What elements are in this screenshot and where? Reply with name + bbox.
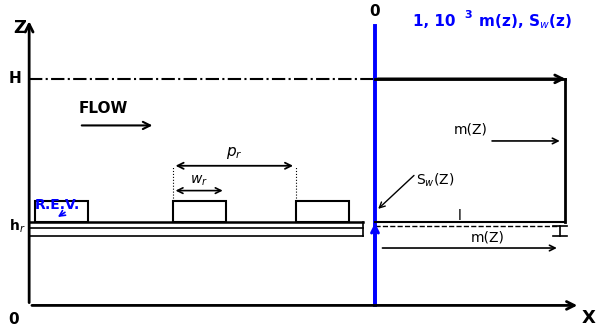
Text: H: H xyxy=(8,71,22,86)
Text: l: l xyxy=(458,208,462,222)
Text: R.E.V.: R.E.V. xyxy=(35,198,80,211)
Text: FLOW: FLOW xyxy=(79,101,128,116)
Text: 1, 10: 1, 10 xyxy=(413,14,455,29)
Text: m(Z): m(Z) xyxy=(453,122,487,136)
Text: m(z), S$_w$(z): m(z), S$_w$(z) xyxy=(473,12,572,31)
Text: Z: Z xyxy=(13,19,26,37)
Text: m(Z): m(Z) xyxy=(471,230,505,244)
Text: 0: 0 xyxy=(8,312,19,327)
Text: $p_r$: $p_r$ xyxy=(226,145,242,161)
Text: X: X xyxy=(582,309,596,327)
Text: $w_r$: $w_r$ xyxy=(190,173,208,188)
Text: 3: 3 xyxy=(464,10,472,20)
Text: h$_r$: h$_r$ xyxy=(8,217,25,235)
Text: 0: 0 xyxy=(370,4,380,19)
Text: S$_w$(Z): S$_w$(Z) xyxy=(416,172,454,189)
